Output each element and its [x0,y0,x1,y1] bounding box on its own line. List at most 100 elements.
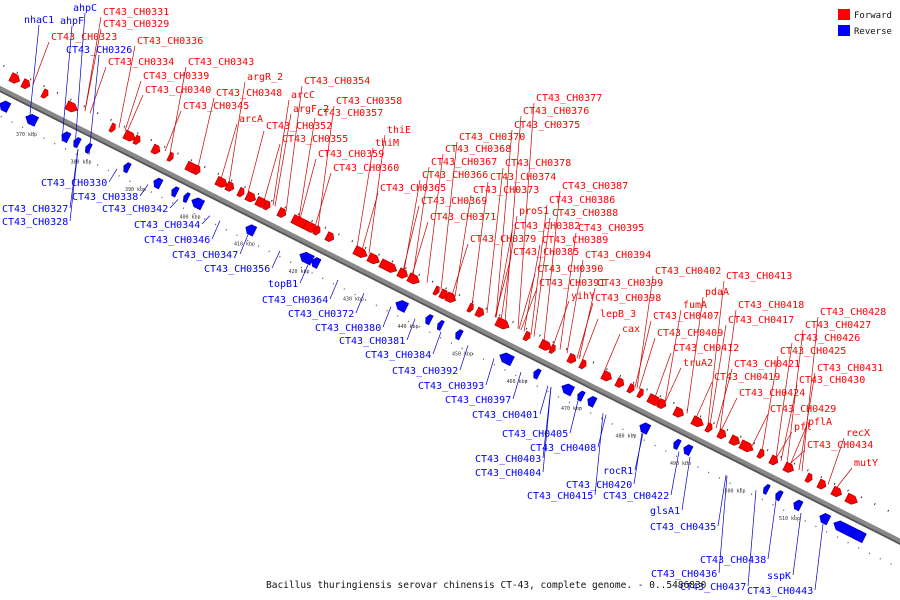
forward-gene-label: CT43_CH0343 [188,57,254,68]
forward-leader [494,256,512,318]
forward-gene-label: CT43_CH0369 [421,196,487,207]
reverse-gene-label: nhaC1 [24,15,54,26]
forward-gene-label: CT43_CH0427 [805,320,871,331]
reverse-gene-label: CT43_CH0435 [650,522,716,533]
reverse-gene-label: CT43_CH0344 [134,220,200,231]
forward-leader [543,190,561,342]
forward-gene [466,302,474,313]
forward-gene-label: CT43_CH0382 [514,221,580,232]
forward-leader [220,123,238,180]
forward-gene [432,285,440,296]
reverse-leader [108,168,118,183]
legend: Forward Reverse [838,9,892,37]
forward-leader [32,41,50,85]
forward-gene-label: CT43_CH0429 [770,404,836,415]
forward-leader [274,113,292,207]
scale-tick-label: 420 kbp [289,269,310,275]
reverse-leader [201,215,211,225]
forward-leader [788,449,806,466]
forward-gene-label: CT43_CH0387 [562,181,628,192]
forward-leader [576,302,594,359]
forward-leader [751,413,769,447]
reverse-leader [717,475,727,527]
scale-tick-label: 500 kbp [725,488,746,494]
reverse-leader [169,199,179,209]
reverse-gene-label: CT43_CH0381 [339,336,405,347]
forward-gene-label: CT43_CH0425 [780,346,846,357]
reverse-gene [395,300,410,313]
reverse-gene [819,513,832,526]
forward-leader [356,147,374,248]
forward-gene-label: CT43_CH0373 [473,185,539,196]
forward-gene-label: CT43_CH0388 [552,208,618,219]
reverse-gene [123,162,132,174]
forward-gene-label: thiE [387,125,411,136]
forward-gene [756,448,765,459]
forward-gene-label: CT43_CH0359 [318,149,384,160]
forward-leader [798,372,816,470]
reverse-gene-label: CT43_CH0330 [41,178,107,189]
reverse-gene [245,224,258,237]
reverse-leader [539,385,549,415]
reverse-leader [329,279,339,300]
forward-gene-label: cax [622,324,640,335]
forward-gene-label: CT43_CH0367 [431,157,497,168]
forward-leader [559,232,577,350]
forward-leader [84,16,102,111]
reverse-leader [459,345,469,371]
reverse-leader [211,220,221,240]
scale-tick-label: 440 kbp [398,324,419,330]
reverse-gene [0,100,12,113]
forward-gene-label: recX [846,428,870,439]
forward-gene-label: CT43_CH0434 [807,440,873,451]
reverse-gene [436,319,445,331]
forward-gene [672,406,684,418]
forward-gene-label: arcA [239,114,263,125]
forward-gene [20,78,31,90]
reverse-leader [594,413,604,496]
reverse-leader [61,25,73,142]
reverse-gene [25,114,40,127]
forward-gene [782,461,794,473]
forward-leader [715,368,733,429]
forward-gene-label: argR_2 [247,72,283,83]
scale-tick-label: 400 kbp [180,214,201,220]
forward-gene [578,358,587,370]
reverse-leader [792,512,802,576]
reverse-leader [670,451,680,496]
forward-gene [656,398,667,410]
forward-leader [520,287,538,331]
forward-gene [132,134,141,145]
forward-gene [538,338,552,351]
forward-gene [276,207,287,218]
forward-gene-label: pflA [808,417,832,428]
forward-leader [164,110,182,152]
forward-gene-label: CT43_CH0431 [817,363,883,374]
forward-gene [396,267,408,279]
reverse-leader [681,457,691,511]
forward-gene-label: CT43_CH0399 [597,278,663,289]
forward-leader [654,352,672,398]
reverse-gene-label: CT43_CH0380 [315,323,381,334]
forward-gene [108,122,116,133]
forward-leader [361,192,379,251]
reverse-gene [171,186,180,198]
forward-leader [298,117,316,219]
forward-gene-label: pfl [794,422,812,433]
forward-leader [566,259,584,354]
forward-leader [197,97,215,168]
forward-gene-label: CT43_CH0355 [282,134,348,145]
forward-leader [786,329,804,464]
reverse-gene [561,383,576,397]
reverse-gene-label: CT43_CH0415 [527,491,593,502]
reverse-gene-label: CT43_CH0437 [680,582,746,593]
forward-gene [600,370,612,382]
forward-gene-label: yihY [571,291,595,302]
reverse-gene-label: CT43_CH0438 [700,555,766,566]
forward-leader [451,243,469,296]
forward-gene [406,272,420,285]
forward-gene-label: CT43_CH0339 [143,71,209,82]
forward-gene-label: CT43_CH0421 [734,359,800,370]
reverse-leader [299,264,309,284]
reverse-gene-label: CT43_CH0342 [102,204,168,215]
